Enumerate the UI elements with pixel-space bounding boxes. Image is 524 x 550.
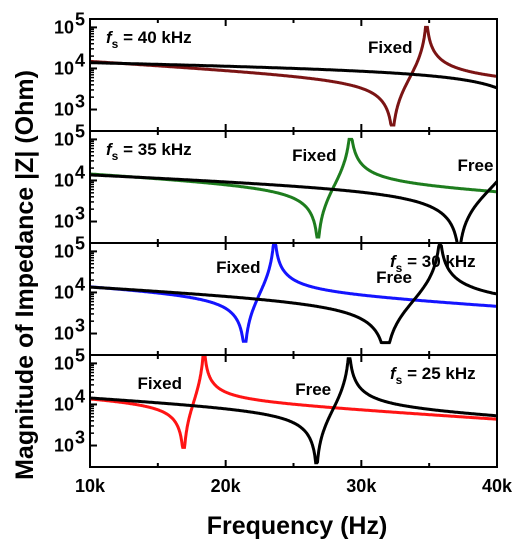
y-tick-exponent: 3 [75, 316, 85, 336]
series-line-free-1 [90, 61, 497, 90]
y-axis-title: Magnitude of Impedance |Z| (Ohm) [11, 70, 39, 480]
series-label-fixed: Fixed [292, 146, 336, 165]
x-tick-label: 10k [75, 476, 106, 496]
fs-label: fs = 35 kHz [106, 140, 192, 163]
y-tick-label: 10 [54, 394, 74, 414]
y-tick-label: 10 [54, 241, 74, 261]
x-tick-label: 20k [211, 476, 242, 496]
y-tick-exponent: 5 [75, 233, 85, 253]
y-tick-exponent: 5 [75, 121, 85, 141]
y-tick-exponent: 5 [75, 9, 85, 29]
series-line-free-4 [90, 357, 497, 465]
series-line-free-3 [90, 243, 497, 345]
y-tick-label: 10 [54, 353, 74, 373]
x-tick-label: 30k [346, 476, 377, 496]
series-label-fixed: Fixed [368, 38, 412, 57]
y-tick-label: 10 [54, 100, 74, 120]
y-tick-exponent: 4 [75, 274, 85, 294]
y-tick-label: 10 [54, 17, 74, 37]
y-tick-exponent: 3 [75, 204, 85, 224]
x-axis-title: Frequency (Hz) [207, 512, 388, 540]
y-tick-label: 10 [54, 129, 74, 149]
series-label-fixed: Fixed [138, 374, 182, 393]
y-tick-label: 10 [54, 324, 74, 344]
y-tick-label: 10 [54, 436, 74, 456]
series-label-fixed: Fixed [216, 258, 260, 277]
series-line-free-2 [90, 173, 497, 243]
fs-label: fs = 40 kHz [106, 28, 192, 51]
series-label-free: Free [376, 268, 412, 287]
y-tick-exponent: 4 [75, 50, 85, 70]
y-tick-label: 10 [54, 212, 74, 232]
y-tick-exponent: 5 [75, 345, 85, 365]
series-label-free: Free [457, 156, 493, 175]
x-tick-label: 40k [482, 476, 513, 496]
series-line-fixed-4 [90, 355, 497, 449]
y-tick-exponent: 4 [75, 162, 85, 182]
y-tick-label: 10 [54, 170, 74, 190]
x-tick-labels: 10k 20k 30k 40k [75, 476, 513, 496]
fs-label: fs = 30 kHz [390, 252, 476, 275]
y-tick-exponent: 3 [75, 428, 85, 448]
fs-label: fs = 25 kHz [390, 364, 476, 387]
y-tick-label: 10 [54, 58, 74, 78]
y-tick-label: 10 [54, 282, 74, 302]
y-tick-exponent: 4 [75, 386, 85, 406]
y-tick-exponent: 3 [75, 92, 85, 112]
series-label-free: Free [295, 380, 331, 399]
